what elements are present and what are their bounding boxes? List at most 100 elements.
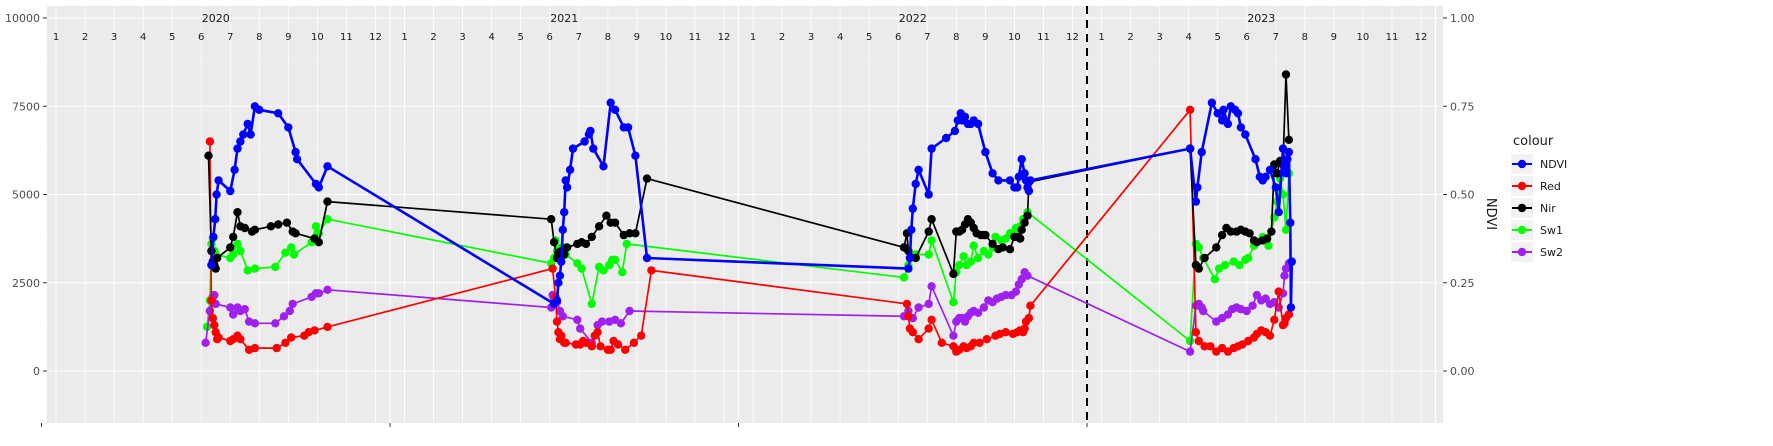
- month-label: 4: [488, 32, 494, 43]
- data-point: [602, 211, 611, 220]
- data-point: [557, 257, 566, 266]
- month-label: 2: [1127, 32, 1133, 43]
- data-point: [558, 225, 567, 234]
- month-label: 1: [1098, 32, 1104, 43]
- data-point: [1248, 301, 1257, 310]
- legend-key-point: [1517, 225, 1527, 235]
- month-label: 3: [808, 32, 814, 43]
- data-point: [557, 331, 566, 340]
- data-point: [272, 343, 281, 353]
- month-label: 12: [718, 32, 731, 43]
- data-point: [1001, 328, 1010, 337]
- data-point: [904, 312, 913, 321]
- data-point: [291, 229, 300, 238]
- month-label: 4: [837, 32, 843, 43]
- data-point: [226, 186, 235, 196]
- data-point: [284, 123, 293, 132]
- data-point: [314, 238, 323, 247]
- data-point: [1026, 301, 1035, 310]
- data-point: [955, 260, 964, 270]
- data-point: [250, 343, 260, 353]
- series-red: [205, 105, 1294, 356]
- data-point: [1281, 169, 1291, 178]
- data-point: [927, 215, 936, 224]
- month-label: 1: [53, 32, 59, 43]
- y-tick-label: 10000: [5, 12, 40, 25]
- data-point: [1244, 253, 1253, 263]
- data-point: [1242, 306, 1251, 316]
- data-point: [552, 296, 562, 305]
- data-point: [594, 222, 604, 231]
- legend-label: Sw2: [1540, 246, 1563, 259]
- data-point: [323, 162, 332, 171]
- month-label: 7: [576, 32, 582, 43]
- month-label: 3: [459, 32, 465, 43]
- data-point: [561, 338, 570, 347]
- data-point: [1280, 162, 1289, 171]
- data-point: [1026, 176, 1035, 185]
- data-point: [1194, 243, 1204, 252]
- month-label: 5: [1215, 32, 1221, 43]
- data-point: [1286, 303, 1296, 312]
- data-point: [642, 174, 652, 183]
- data-point: [1020, 324, 1029, 333]
- data-point: [1013, 183, 1022, 192]
- data-point: [243, 119, 252, 129]
- data-point: [623, 123, 633, 132]
- data-point: [310, 326, 319, 335]
- month-label: 11: [340, 32, 353, 43]
- data-point: [1286, 218, 1295, 227]
- data-point: [255, 105, 264, 115]
- data-point: [942, 133, 951, 143]
- data-point: [1212, 243, 1221, 252]
- data-point: [274, 220, 283, 229]
- data-point: [1287, 257, 1297, 266]
- month-label: 9: [1331, 32, 1337, 43]
- month-label: 4: [1185, 32, 1191, 43]
- month-label: 7: [227, 32, 233, 43]
- data-point: [631, 151, 640, 160]
- data-point: [949, 331, 958, 340]
- y2-tick-label: 1.00: [1450, 12, 1475, 25]
- month-label: 5: [169, 32, 175, 43]
- data-point: [924, 227, 933, 236]
- month-label: 5: [866, 32, 872, 43]
- data-point: [291, 147, 300, 157]
- data-point: [593, 328, 602, 337]
- data-point: [201, 338, 210, 347]
- data-point: [981, 147, 990, 157]
- month-label: 2: [82, 32, 88, 43]
- data-point: [1267, 227, 1276, 236]
- data-point: [616, 319, 626, 328]
- data-point: [969, 241, 978, 250]
- month-label: 4: [140, 32, 146, 43]
- data-point: [914, 165, 923, 174]
- legend-key-point: [1517, 181, 1527, 191]
- data-point: [1220, 260, 1230, 270]
- data-point: [282, 218, 292, 227]
- data-point: [927, 144, 936, 153]
- data-point: [1251, 155, 1260, 164]
- data-point: [1200, 342, 1209, 351]
- data-point: [587, 232, 596, 242]
- data-point: [205, 137, 215, 146]
- month-label: 1: [401, 32, 407, 43]
- data-point: [981, 230, 990, 240]
- y2-tick-label: 0.50: [1450, 189, 1475, 202]
- legend-item-red: Red: [1511, 176, 1561, 196]
- data-point: [226, 303, 235, 312]
- data-point: [565, 165, 575, 174]
- legend-item-nir: Nir: [1511, 198, 1556, 218]
- data-point: [1206, 342, 1215, 351]
- data-point: [1005, 245, 1015, 254]
- y2-tick-label: 0.75: [1450, 100, 1475, 113]
- data-point: [1262, 234, 1272, 243]
- y2-axis-title: NDVI: [1483, 198, 1498, 230]
- data-point: [1274, 208, 1283, 217]
- data-point: [1023, 211, 1032, 220]
- month-label: 7: [924, 32, 930, 43]
- data-point: [271, 319, 280, 328]
- data-point: [285, 306, 294, 316]
- year-label: 2020: [202, 12, 230, 25]
